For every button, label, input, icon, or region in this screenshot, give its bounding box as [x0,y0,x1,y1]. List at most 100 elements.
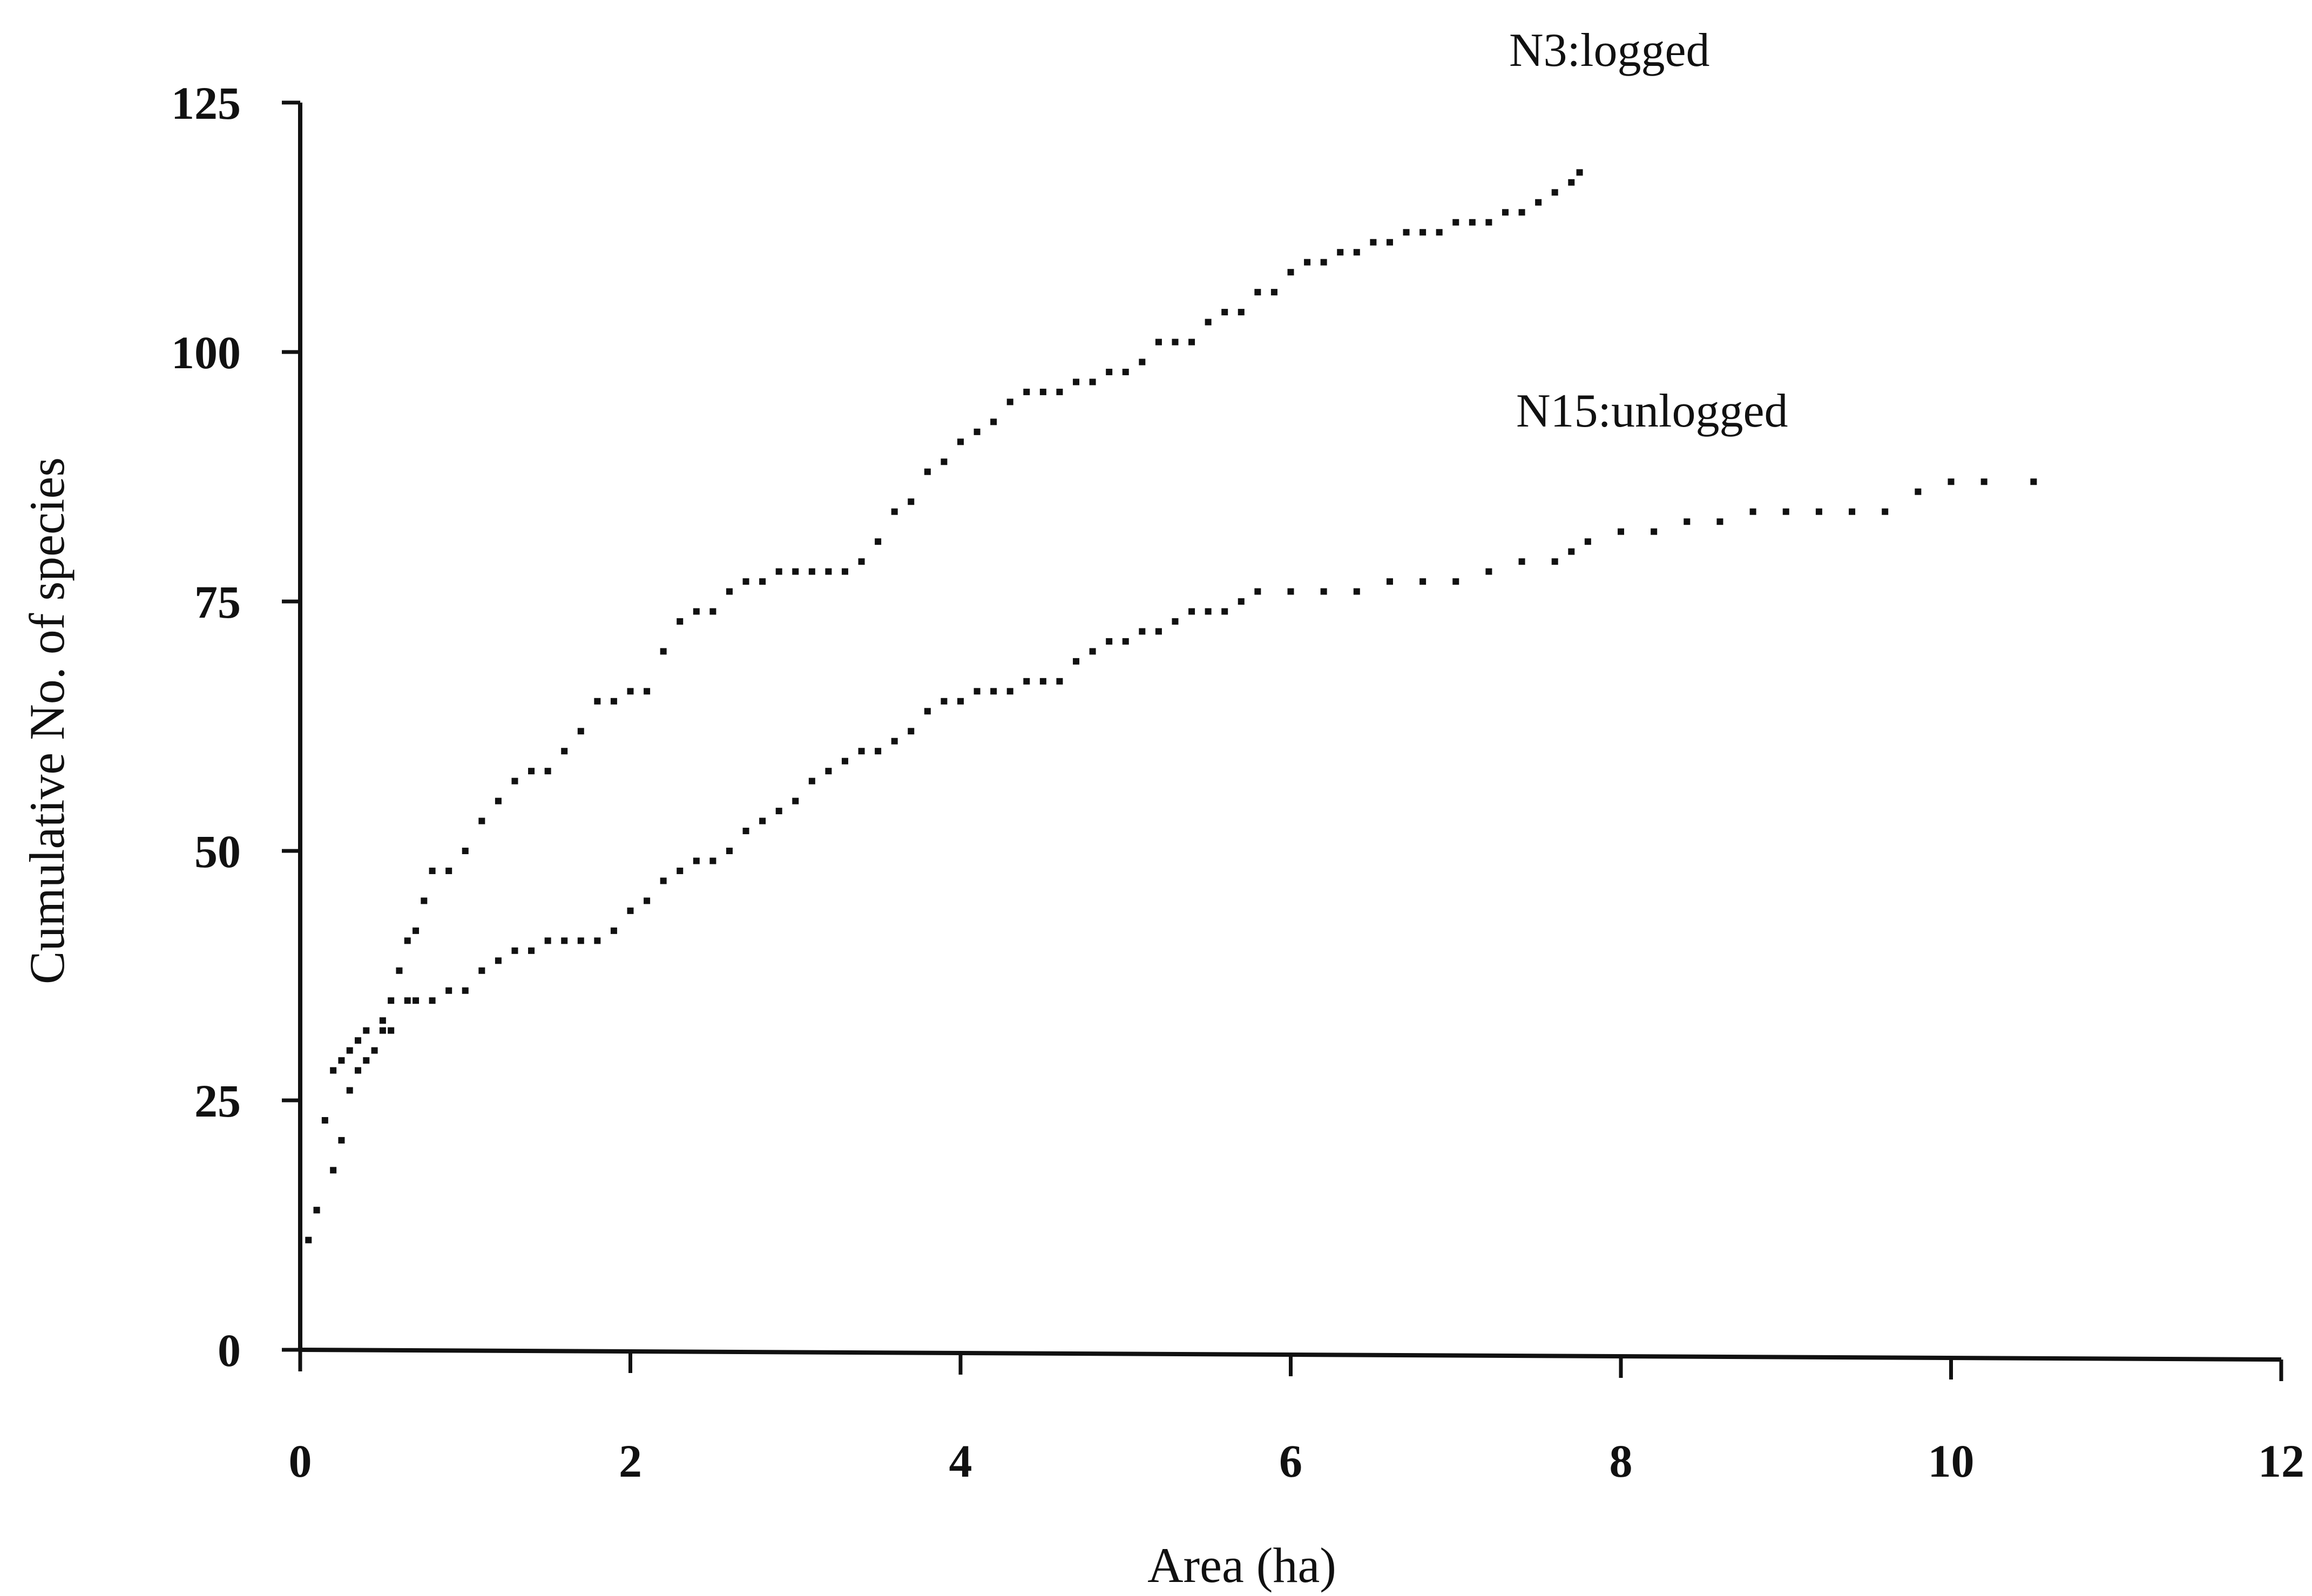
point-n3-logged-61 [1205,319,1212,326]
point-n15-unlogged-84 [1980,478,1987,485]
point-n15-unlogged-65 [1386,578,1393,585]
point-n3-logged-53 [1073,378,1080,386]
point-n15-unlogged-37 [858,748,865,755]
point-n15-unlogged-1 [330,1167,337,1174]
point-n15-unlogged-40 [908,728,915,735]
point-n15-unlogged-16 [511,947,518,954]
point-n15-unlogged-58 [1205,608,1212,615]
point-n15-unlogged-7 [379,1027,386,1034]
point-n3-logged-73 [1403,229,1410,236]
point-n15-unlogged-41 [924,708,931,715]
point-n3-logged-56 [1122,368,1129,375]
point-n15-unlogged-50 [1073,658,1080,665]
point-n15-unlogged-78 [1782,508,1789,515]
point-n15-unlogged-49 [1056,678,1063,685]
point-n3-logged-81 [1535,199,1542,206]
point-n3-logged-41 [875,538,882,545]
point-n15-unlogged-47 [1023,678,1030,685]
point-n15-unlogged-14 [478,967,485,974]
point-n3-logged-35 [775,568,782,575]
point-n3-logged-34 [759,578,766,585]
point-n15-unlogged-19 [561,937,568,944]
point-n3-logged-48 [990,418,997,425]
point-n15-unlogged-8 [388,1027,395,1034]
x-tick-label-12: 12 [2258,1435,2304,1487]
point-n15-unlogged-62 [1287,588,1294,595]
point-n15-unlogged-59 [1221,608,1228,615]
point-n15-unlogged-6 [371,1047,378,1054]
y-tick-label-100: 100 [171,327,241,378]
point-n3-logged-25 [610,698,617,705]
point-n15-unlogged-64 [1353,588,1360,595]
point-n15-unlogged-39 [891,738,898,745]
point-n15-unlogged-22 [610,927,617,934]
point-n15-unlogged-33 [792,797,799,804]
point-n15-unlogged-48 [1039,678,1046,685]
point-n3-logged-10 [396,967,403,974]
point-n3-logged-30 [693,608,700,615]
point-n15-unlogged-30 [742,828,749,835]
point-n3-logged-52 [1056,388,1063,395]
point-n3-logged-27 [644,688,651,695]
point-n15-unlogged-38 [875,748,882,755]
point-n15-unlogged-26 [677,867,684,874]
point-n3-logged-13 [421,897,428,904]
point-n15-unlogged-66 [1419,578,1427,585]
point-n15-unlogged-44 [974,688,981,695]
point-n3-logged-26 [627,688,634,695]
y-tick-label-50: 50 [194,826,241,877]
point-n3-logged-12 [413,927,420,934]
point-n15-unlogged-27 [693,857,700,864]
point-n15-unlogged-71 [1568,548,1575,555]
x-tick-label-4: 4 [949,1435,972,1487]
point-n3-logged-6 [355,1037,362,1044]
point-n3-logged-71 [1370,239,1377,246]
series-label-n15-unlogged: N15:unlogged [1516,385,1788,437]
point-n15-unlogged-24 [644,897,651,904]
point-n3-logged-4 [338,1057,345,1064]
point-n3-logged-18 [495,797,502,804]
series-label-n3-logged: N3:logged [1509,24,1710,77]
y-tick-label-75: 75 [194,576,241,628]
point-n15-unlogged-54 [1139,628,1146,635]
point-n3-logged-66 [1287,269,1294,276]
x-tick-label-2: 2 [619,1435,642,1487]
point-n15-unlogged-57 [1188,608,1195,615]
point-n15-unlogged-72 [1584,538,1591,545]
x-tick-label-8: 8 [1610,1435,1633,1487]
point-n3-logged-11 [404,937,411,944]
point-n15-unlogged-80 [1849,508,1856,515]
point-n3-logged-82 [1551,189,1558,196]
point-n3-logged-47 [974,428,981,435]
point-n3-logged-57 [1139,359,1146,366]
point-n3-logged-42 [891,508,898,515]
point-n3-logged-72 [1386,239,1393,246]
point-n15-unlogged-42 [941,698,948,705]
point-n3-logged-29 [677,618,684,625]
x-tick-label-6: 6 [1279,1435,1302,1487]
point-n3-logged-23 [577,728,584,735]
point-n3-logged-45 [941,458,948,465]
point-n3-logged-36 [792,568,799,575]
point-n15-unlogged-63 [1320,588,1327,595]
point-n3-logged-40 [858,558,865,565]
point-n15-unlogged-60 [1238,598,1245,605]
point-n15-unlogged-82 [1915,488,1922,495]
point-n3-logged-28 [660,648,667,655]
point-n3-logged-84 [1576,169,1583,176]
x-tick-label-10: 10 [1928,1435,1975,1487]
point-n3-logged-78 [1485,219,1492,226]
point-n3-logged-63 [1238,309,1245,316]
y-axis-ticks: 0 25 50 75 100 125 [171,77,300,1376]
point-n15-unlogged-68 [1485,568,1492,575]
point-n3-logged-21 [544,768,551,775]
point-n3-logged-55 [1106,368,1113,375]
point-n3-logged-19 [511,777,518,785]
y-axis-label: Cumulative No. of species [19,457,75,984]
point-n3-logged-54 [1089,378,1096,386]
point-n3-logged-79 [1502,209,1509,216]
point-n3-logged-15 [445,867,452,874]
y-tick-label-125: 125 [171,77,241,129]
point-n3-logged-68 [1320,259,1327,266]
point-n3-logged-2 [321,1117,328,1124]
